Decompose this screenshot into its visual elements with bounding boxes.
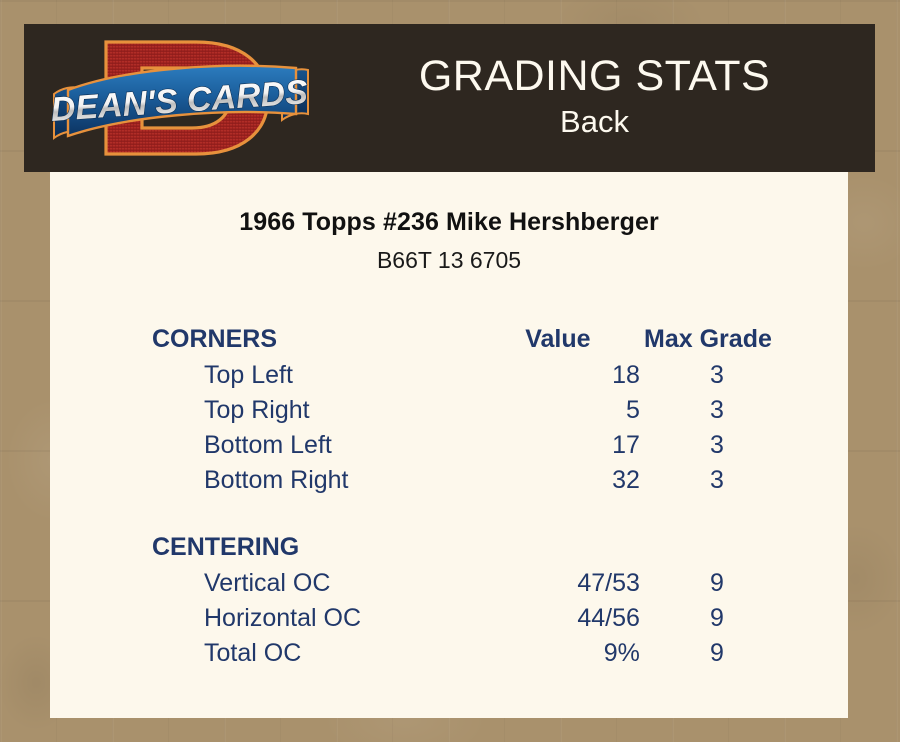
table-row: Top Right 5 3 [152, 393, 794, 428]
table-row: Horizontal OC 44/56 9 [152, 601, 794, 636]
column-header-max-grade-centering [640, 516, 794, 566]
table-row: Bottom Left 17 3 [152, 428, 794, 463]
deans-cards-logo[interactable]: DEAN'S CARDS [46, 28, 314, 168]
content-panel: 1966 Topps #236 Mike Hershberger B66T 13… [50, 172, 848, 718]
row-max-grade: 3 [710, 361, 724, 389]
card-identifier: B66T 13 6705 [376, 247, 522, 273]
row-max-grade: 3 [710, 431, 724, 459]
row-label: Bottom Right [204, 466, 349, 494]
logo-banner-text: DEAN'S CARDS [49, 73, 309, 129]
table-row: Total OC 9% 9 [152, 636, 794, 671]
row-max-grade: 3 [710, 466, 724, 494]
table-row: Vertical OC 47/53 9 [152, 566, 794, 601]
row-label: Top Right [204, 396, 310, 424]
section-title-centering: CENTERING [152, 533, 300, 561]
row-max-grade: 9 [710, 569, 724, 597]
table-spacer [152, 498, 794, 516]
table-row: Bottom Right 32 3 [152, 463, 794, 498]
row-value: 47/53 [577, 569, 640, 597]
row-value: 9% [603, 639, 640, 667]
page-title: GRADING STATS [418, 52, 771, 101]
row-value: 5 [626, 396, 640, 424]
row-max-grade: 3 [710, 396, 724, 424]
grading-stats-table-wrap: CORNERS Value Max Grade Top Left 18 3 To… [50, 308, 848, 671]
row-label: Horizontal OC [204, 604, 361, 632]
row-value: 44/56 [577, 604, 640, 632]
table-section-header-centering: CENTERING [152, 516, 794, 566]
header-titles: GRADING STATS Back [314, 24, 875, 172]
row-max-grade: 9 [710, 639, 724, 667]
row-value: 17 [612, 431, 640, 459]
page-subtitle: Back [560, 104, 629, 140]
row-max-grade: 9 [710, 604, 724, 632]
table-row: Top Left 18 3 [152, 358, 794, 393]
row-label: Total OC [204, 639, 302, 667]
grading-stats-table: CORNERS Value Max Grade Top Left 18 3 To… [152, 308, 794, 671]
column-header-value-centering [486, 516, 640, 566]
logo-ribbon-band [66, 64, 298, 138]
section-title-corners: CORNERS [152, 325, 278, 353]
row-label: Vertical OC [204, 569, 331, 597]
column-header-value: Value [525, 325, 591, 353]
row-label: Top Left [204, 361, 293, 389]
header-bar: DEAN'S CARDS GRADING STATS Back [24, 24, 875, 172]
row-value: 32 [612, 466, 640, 494]
row-value: 18 [612, 361, 640, 389]
row-label: Bottom Left [204, 431, 332, 459]
column-header-max-grade: Max Grade [644, 325, 772, 353]
card-title: 1966 Topps #236 Mike Hershberger [239, 208, 659, 236]
table-section-header-corners: CORNERS Value Max Grade [152, 308, 794, 358]
